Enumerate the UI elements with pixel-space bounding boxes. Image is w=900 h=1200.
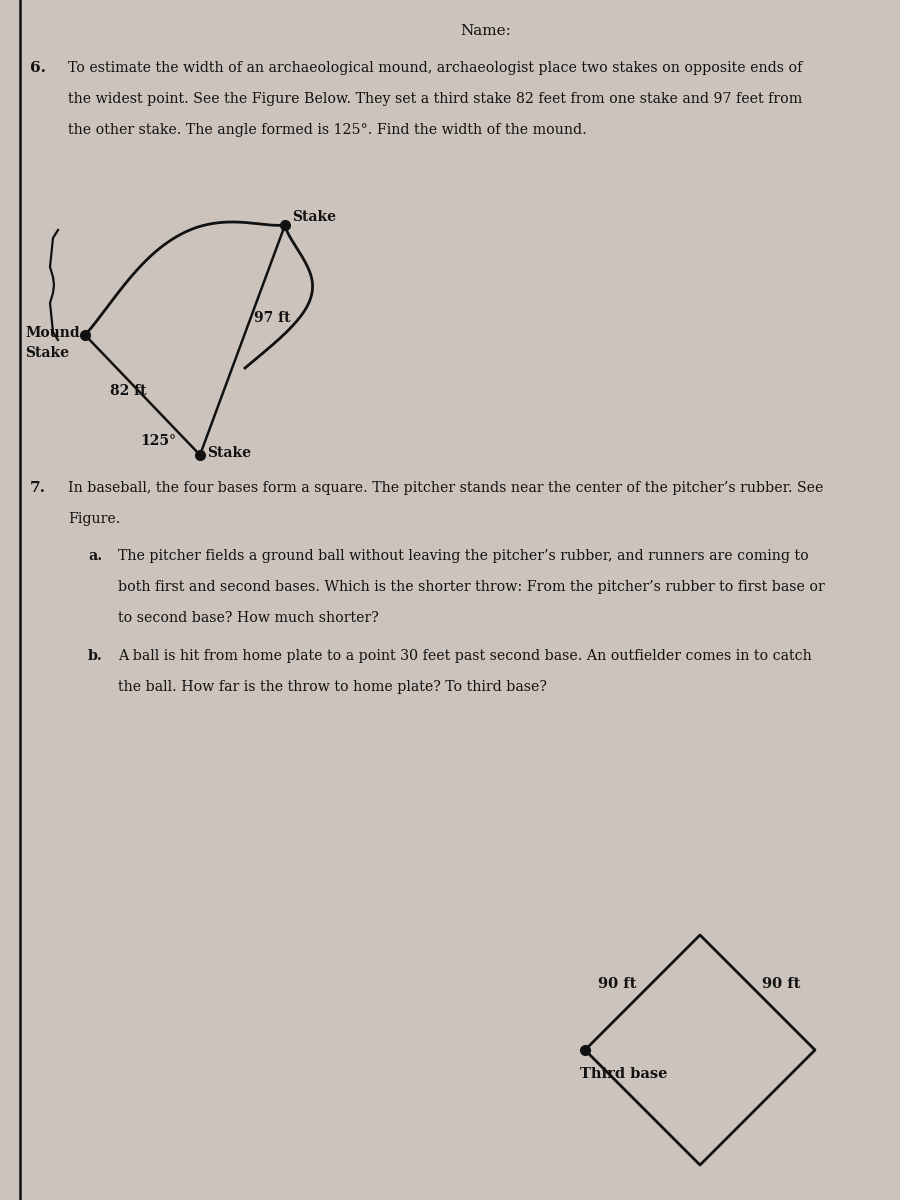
- Text: Third base: Third base: [580, 1067, 668, 1081]
- Text: 97 ft: 97 ft: [255, 311, 291, 325]
- Text: In baseball, the four bases form a square. The pitcher stands near the center of: In baseball, the four bases form a squar…: [68, 481, 824, 494]
- Text: Stake: Stake: [207, 446, 251, 460]
- Text: the widest point. See the Figure Below. They set a third stake 82 feet from one : the widest point. See the Figure Below. …: [68, 92, 802, 106]
- Text: Name:: Name:: [460, 24, 511, 38]
- Text: a.: a.: [88, 550, 102, 563]
- Text: to second base? How much shorter?: to second base? How much shorter?: [118, 611, 379, 625]
- Text: Figure.: Figure.: [68, 512, 121, 526]
- Text: Stake: Stake: [25, 346, 69, 360]
- Text: b.: b.: [88, 649, 103, 662]
- Text: 6.: 6.: [30, 61, 46, 74]
- Text: 90 ft: 90 ft: [762, 977, 801, 990]
- Text: the other stake. The angle formed is 125°. Find the width of the mound.: the other stake. The angle formed is 125…: [68, 122, 587, 137]
- Text: A ball is hit from home plate to a point 30 feet past second base. An outfielder: A ball is hit from home plate to a point…: [118, 649, 812, 662]
- Text: both first and second bases. Which is the shorter throw: From the pitcher’s rubb: both first and second bases. Which is th…: [118, 580, 824, 594]
- Text: 90 ft: 90 ft: [598, 977, 636, 990]
- Text: 7.: 7.: [30, 481, 46, 494]
- Text: the ball. How far is the throw to home plate? To third base?: the ball. How far is the throw to home p…: [118, 680, 547, 694]
- Text: 82 ft: 82 ft: [111, 384, 147, 398]
- Text: Mound: Mound: [25, 326, 79, 340]
- Text: To estimate the width of an archaeological mound, archaeologist place two stakes: To estimate the width of an archaeologic…: [68, 61, 803, 74]
- Text: 125°: 125°: [140, 434, 176, 448]
- Text: Stake: Stake: [292, 210, 336, 224]
- Text: The pitcher fields a ground ball without leaving the pitcher’s rubber, and runne: The pitcher fields a ground ball without…: [118, 550, 809, 563]
